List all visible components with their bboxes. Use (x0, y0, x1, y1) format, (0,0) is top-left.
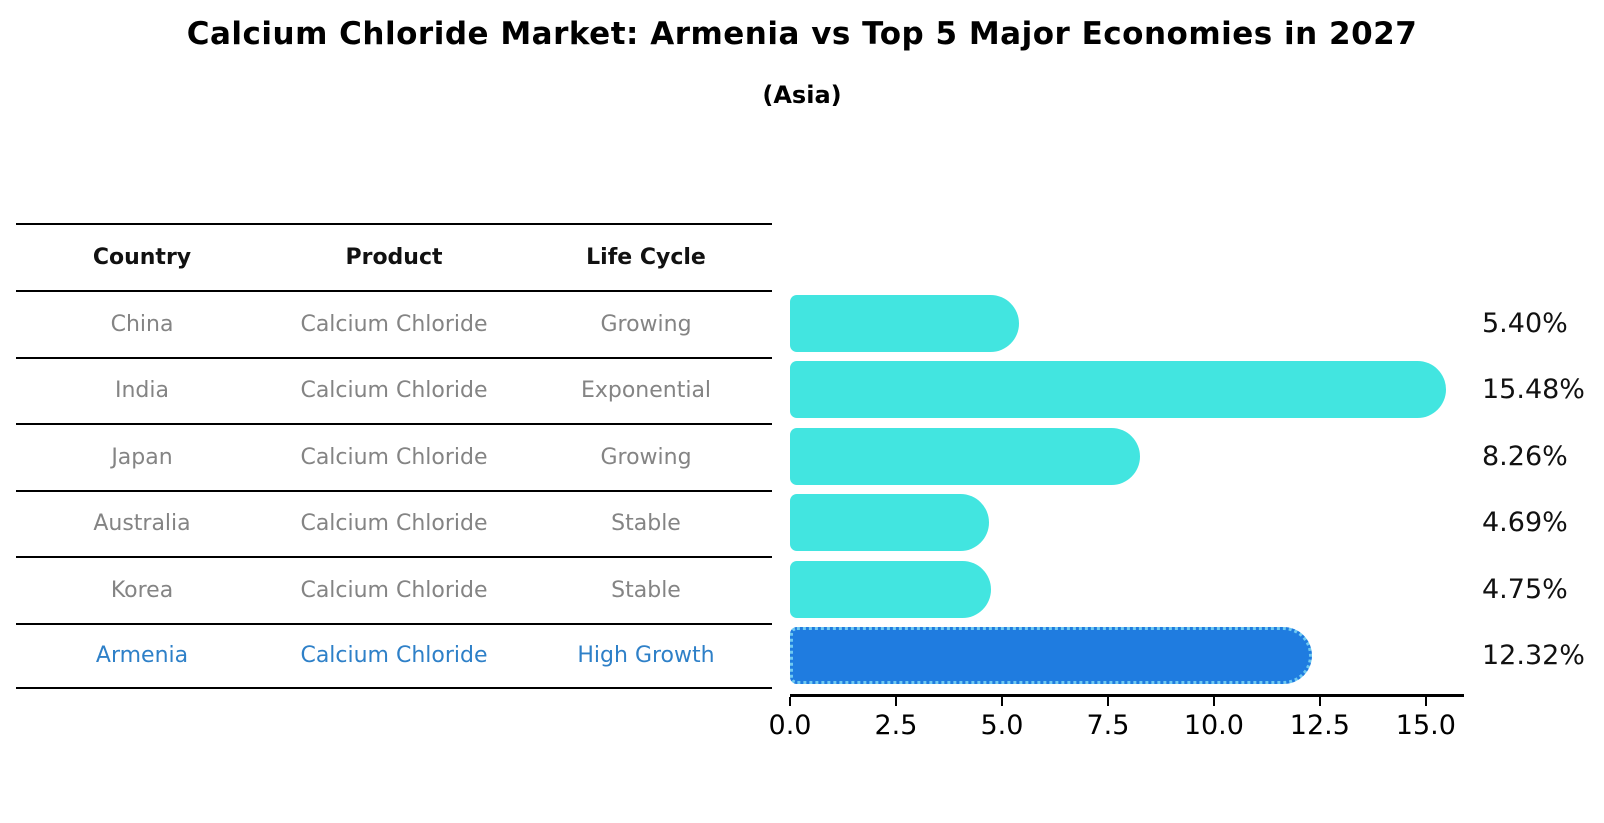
chart-title: Calcium Chloride Market: Armenia vs Top … (186, 16, 1418, 52)
x-tick-mark (1000, 697, 1003, 706)
x-tick-mark (789, 697, 791, 706)
cell-life-cycle: Stable (611, 511, 681, 537)
value-label-korea: 4.75% (1482, 573, 1568, 605)
cell-country: China (110, 311, 174, 337)
x-axis-line (790, 694, 1464, 697)
table-row-armenia: Armenia Calcium Chloride High Growth (16, 622, 772, 689)
cell-life-cycle: Growing (600, 311, 692, 337)
bar-india (790, 361, 1447, 419)
bar-slot (790, 357, 1464, 424)
cell-product: Calcium Chloride (300, 311, 488, 337)
country-table: Country Product Life Cycle China Calcium… (16, 223, 772, 689)
cell-life-cycle: Stable (611, 577, 681, 603)
cell-life-cycle: Growing (600, 444, 692, 470)
cell-product: Calcium Chloride (300, 511, 488, 537)
value-label-armenia: 12.32% (1482, 640, 1585, 672)
table-row-australia: Australia Calcium Chloride Stable (16, 489, 772, 557)
x-tick-label: 0.0 (768, 710, 812, 741)
cell-country: Armenia (95, 643, 189, 669)
value-label-japan: 8.26% (1482, 440, 1568, 472)
cell-country: Japan (111, 444, 173, 470)
chart-subtitle: (Asia) (762, 81, 842, 109)
x-tick-mark (894, 697, 897, 706)
x-tick-label: 5.0 (980, 710, 1024, 741)
bar-slot (790, 490, 1464, 557)
table-row-japan: Japan Calcium Chloride Growing (16, 423, 772, 490)
value-label-china: 5.40% (1482, 307, 1568, 339)
table-row-india: India Calcium Chloride Exponential (16, 356, 772, 424)
cell-product: Calcium Chloride (300, 444, 488, 470)
bar-slot (790, 423, 1464, 490)
bar-slot (790, 556, 1464, 623)
cell-country: Australia (93, 511, 191, 537)
bar-australia (790, 494, 989, 552)
bar-plot-area (790, 290, 1464, 689)
bar-slot (790, 290, 1464, 357)
x-axis: 0.0 2.5 5.0 7.5 10.0 12.5 15.0 (769, 697, 1464, 757)
cell-product: Calcium Chloride (300, 577, 488, 603)
x-tick-label: 12.5 (1289, 710, 1350, 741)
bar-japan (790, 427, 1141, 485)
cell-country: India (115, 378, 169, 404)
cell-product: Calcium Chloride (300, 378, 488, 404)
value-label-australia: 4.69% (1482, 507, 1568, 539)
x-tick-label: 10.0 (1183, 710, 1244, 741)
cell-life-cycle: Exponential (580, 378, 712, 404)
bar-armenia (790, 627, 1313, 685)
x-tick-label: 15.0 (1395, 710, 1456, 741)
column-header-product: Product (345, 245, 443, 270)
table-row-china: China Calcium Chloride Growing (16, 290, 772, 357)
bar-china (790, 294, 1019, 352)
x-tick-label: 2.5 (874, 710, 918, 741)
cell-life-cycle: High Growth (577, 643, 715, 669)
x-tick-mark (1318, 697, 1321, 706)
bar-korea (790, 560, 992, 618)
table-header-row: Country Product Life Cycle (16, 223, 772, 290)
x-tick-mark (1424, 697, 1427, 706)
table-row-korea: Korea Calcium Chloride Stable (16, 556, 772, 623)
x-tick-label: 7.5 (1086, 710, 1130, 741)
column-header-life-cycle: Life Cycle (586, 245, 706, 270)
value-label-column: 5.40% 15.48% 8.26% 4.69% 4.75% 12.32% (1482, 290, 1602, 689)
x-tick-mark (1106, 697, 1109, 706)
value-label-india: 15.48% (1482, 374, 1585, 406)
cell-product: Calcium Chloride (300, 643, 488, 669)
cell-country: Korea (110, 577, 174, 603)
bar-slot (790, 623, 1464, 690)
column-header-country: Country (92, 245, 192, 270)
x-tick-mark (1212, 697, 1215, 706)
